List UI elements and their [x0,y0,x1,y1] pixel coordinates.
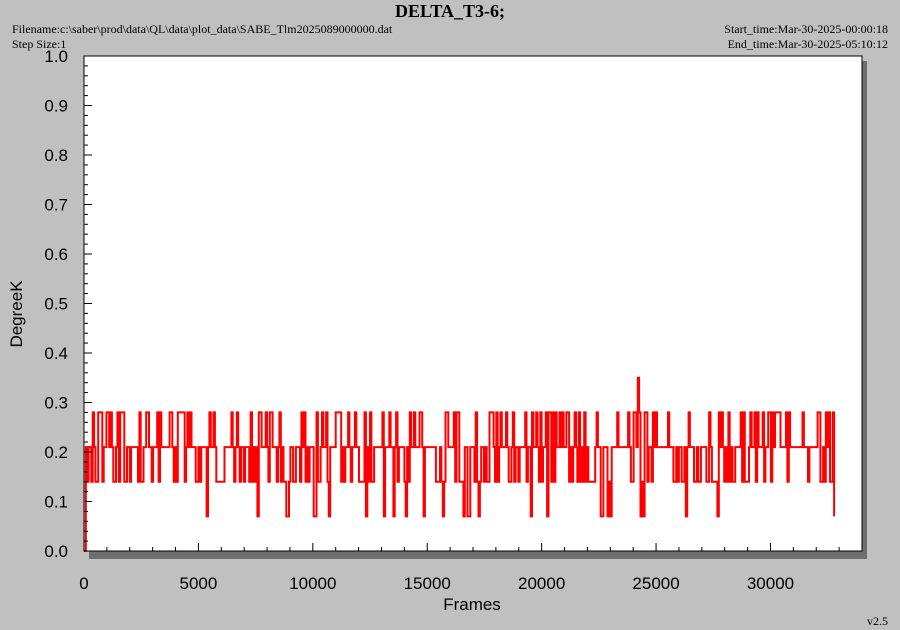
start-time-label: Start_time:Mar-30-2025-00:00:18 [724,22,888,36]
chart-title: DELTA_T3-6; [394,1,506,21]
x-tick-label: 0 [79,574,88,593]
y-tick-label: 0.6 [44,245,68,264]
y-tick-label: 1.0 [44,47,68,66]
axes-layer: 0.0 0.1 0.2 0.3 0.4 0.5 0.6 0.7 0.8 0.9 1.0 0 5000 10… [44,47,863,593]
y-tick-label: 0.3 [44,394,68,413]
y-tick-label: 0.0 [44,542,68,561]
series-line [84,376,836,552]
y-tick-label: 0.9 [44,97,68,116]
series-layer [84,376,836,552]
x-tick-label: 15000 [404,574,451,593]
y-tick-label: 0.5 [44,295,68,314]
x-tick-label: 10000 [289,574,336,593]
y-tick-label: 0.8 [44,146,68,165]
step-size-label: Step Size:1 [12,37,67,51]
x-tick-label: 30000 [747,574,794,593]
filename-label: Filename:c:\saber\prod\data\QL\data\plot… [12,22,393,36]
y-axis-title: DegreeK [7,280,26,348]
end-time-label: End_time:Mar-30-2025-05:10:12 [727,37,888,51]
y-tick-label: 0.1 [44,493,68,512]
y-tick-label: 0.4 [44,344,68,363]
y-tick-label: 0.2 [44,443,68,462]
x-tick-label: 20000 [518,574,565,593]
y-tick-label: 0.7 [44,196,68,215]
x-tick-label: 5000 [179,574,217,593]
version-label: v2.5 [867,614,888,628]
x-tick-label: 25000 [632,574,679,593]
x-axis-title: Frames [443,595,501,614]
